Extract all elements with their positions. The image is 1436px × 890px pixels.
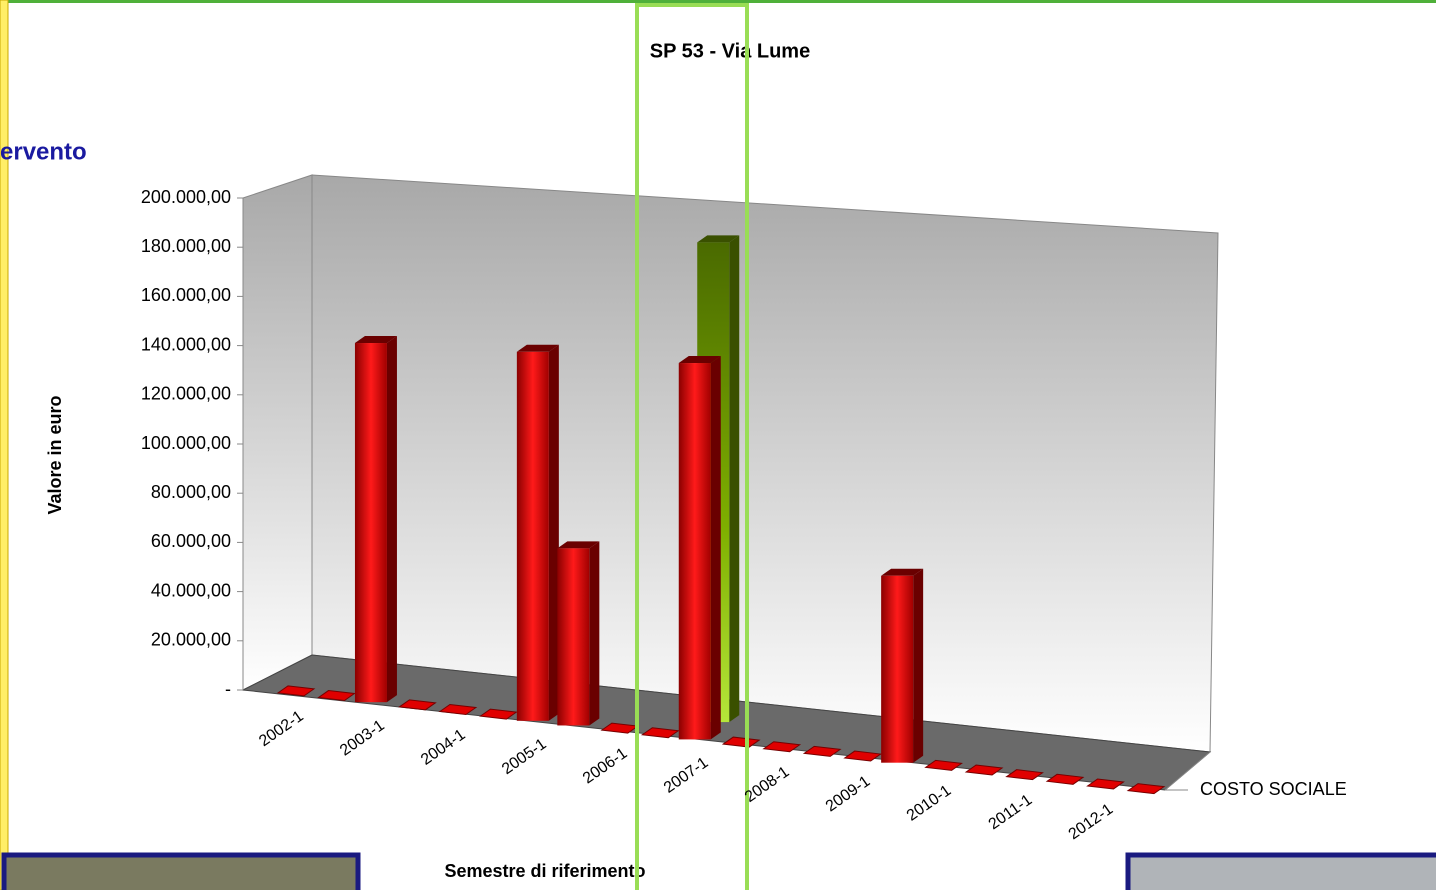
bar-slab	[924, 759, 963, 771]
bar-top	[354, 336, 397, 344]
x-tick-label: 2011-1	[986, 791, 1036, 833]
x-axis-label: Semestre di riferimento	[444, 861, 645, 881]
bar-slab	[398, 699, 437, 711]
bar-slab	[1005, 769, 1044, 781]
bar-slab	[1126, 783, 1166, 795]
bar-slab	[276, 685, 316, 697]
bar	[516, 351, 549, 721]
y-tick-label: -	[225, 679, 231, 699]
x-tick-label: 2005-1	[499, 736, 550, 779]
x-tick-label: 2010-1	[904, 782, 955, 825]
bar-side	[710, 356, 721, 740]
bar-top	[516, 344, 559, 352]
x-tick-label: 2012-1	[1066, 801, 1117, 844]
bar-slab	[964, 764, 1004, 776]
y-tick-label: 40.000,00	[151, 580, 231, 600]
bar-side	[729, 235, 740, 723]
bar	[881, 575, 914, 763]
top-border	[0, 0, 1436, 3]
bar	[354, 343, 387, 703]
y-axis-label: Valore in euro	[45, 395, 65, 514]
bar-slab	[843, 750, 883, 762]
y-tick-label: 180.000,00	[141, 236, 231, 256]
x-tick-label: 2008-1	[742, 763, 793, 806]
bar-slab	[721, 736, 761, 748]
x-tick-label: 2002-1	[256, 708, 307, 751]
bar-slab	[479, 708, 518, 720]
bar-top	[557, 541, 600, 549]
bar-slab	[438, 703, 478, 716]
photo-left	[1, 852, 361, 890]
photo-right	[1125, 852, 1436, 890]
header-fragment: ervento	[0, 138, 87, 165]
side-wall	[242, 174, 313, 691]
side-band	[0, 0, 9, 890]
x-tick-label: 2006-1	[580, 745, 631, 788]
bar-side	[548, 344, 559, 721]
bar-side	[589, 541, 600, 726]
bar-slab	[762, 741, 802, 753]
x-tick-label: 2004-1	[418, 726, 469, 769]
bar-top	[678, 356, 721, 364]
bar-side	[913, 568, 924, 763]
depth-axis	[1164, 751, 1211, 791]
y-tick-label: 20.000,00	[151, 630, 231, 650]
y-tick-label: 160.000,00	[141, 285, 231, 305]
y-tick-label: 80.000,00	[151, 482, 231, 502]
bar-slab	[802, 745, 842, 757]
y-tick-label: 60.000,00	[151, 531, 231, 551]
bar	[557, 548, 590, 726]
x-tick-label: 2003-1	[337, 717, 388, 760]
legend-label: COSTO SOCIALE	[1200, 779, 1347, 799]
y-tick-label: 140.000,00	[141, 334, 231, 354]
y-tick-label: 120.000,00	[141, 384, 231, 404]
bar-top	[697, 235, 740, 243]
chart-title: SP 53 - Via Lume	[650, 40, 810, 62]
bar-slab	[317, 690, 356, 702]
y-tick-label: 100.000,00	[141, 433, 231, 453]
back-wall	[311, 174, 1219, 753]
bar-slab	[640, 727, 680, 739]
x-tick-label: 2009-1	[823, 773, 874, 816]
x-tick-label: 2007-1	[661, 754, 712, 797]
bar-side	[386, 336, 397, 703]
bar	[678, 363, 711, 740]
highlight-frame	[635, 3, 749, 890]
bar-slab	[1045, 773, 1085, 785]
bar-slab	[1086, 778, 1125, 790]
bar-top	[881, 568, 924, 576]
bars	[276, 235, 1166, 795]
y-tick-label: 200.000,00	[141, 187, 231, 207]
